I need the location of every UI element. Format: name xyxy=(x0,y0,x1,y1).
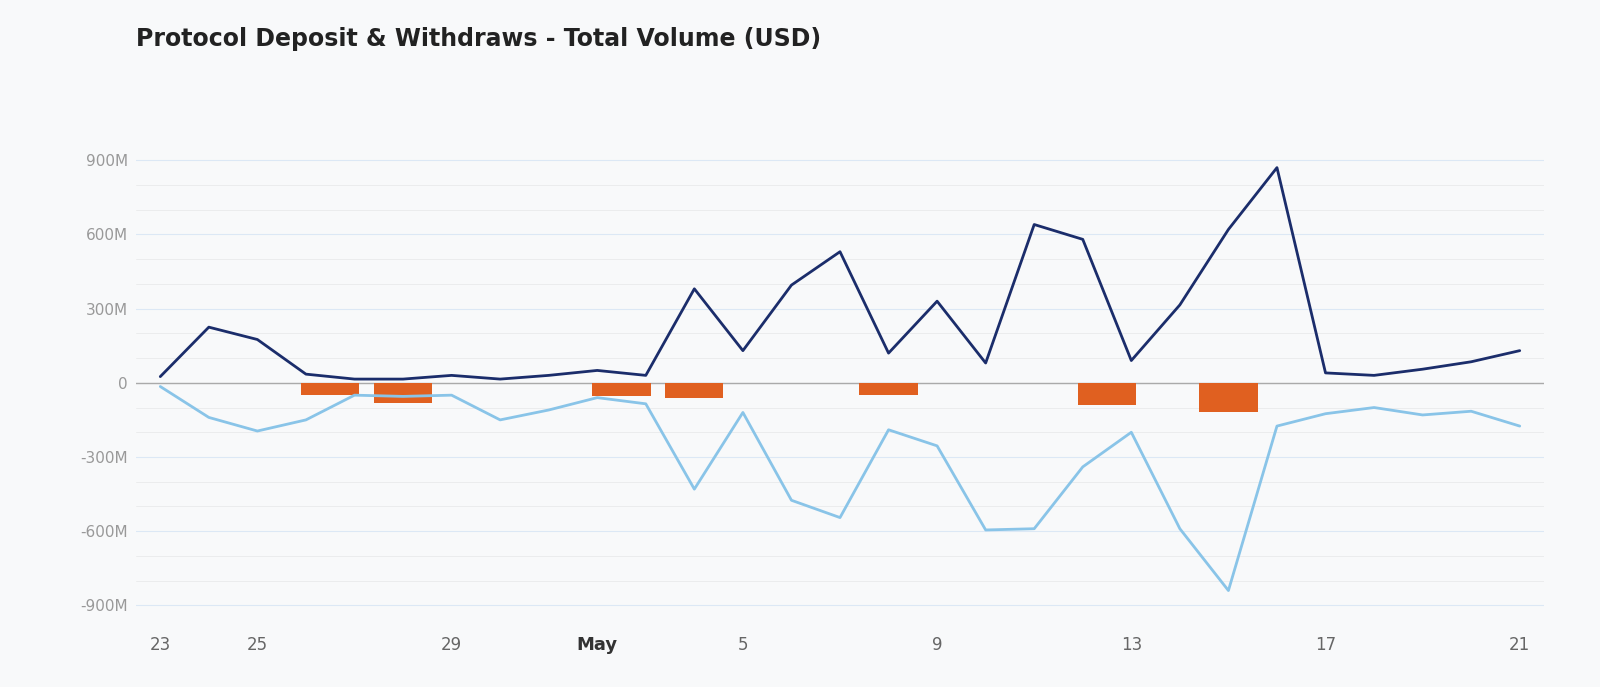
Bar xyxy=(859,383,918,395)
Bar xyxy=(1078,383,1136,405)
Bar xyxy=(1200,383,1258,412)
Bar xyxy=(592,383,651,396)
Bar xyxy=(666,383,723,398)
Text: Protocol Deposit & Withdraws - Total Volume (USD): Protocol Deposit & Withdraws - Total Vol… xyxy=(136,27,821,52)
Bar xyxy=(374,383,432,403)
Bar xyxy=(301,383,360,395)
